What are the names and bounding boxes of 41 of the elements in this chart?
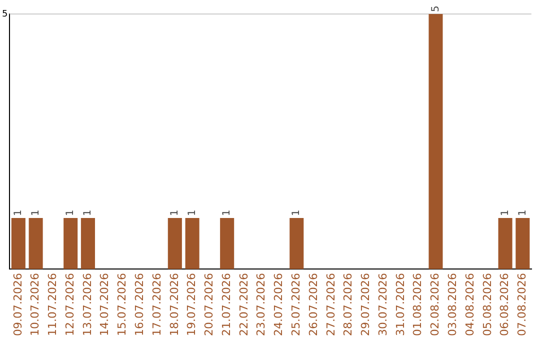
x-tick-label: 09.07.2026 [11,273,24,336]
x-tick-label: 13.07.2026 [80,273,94,336]
x-tick-label: 16.07.2026 [132,273,146,336]
data-label: 1 [13,210,24,216]
data-label: 1 [170,210,181,216]
x-tick-label: 12.07.2026 [63,273,76,336]
x-tick-label: 05.08.2026 [480,273,494,336]
data-label: 1 [186,210,198,216]
x-tick-label: 27.07.2026 [324,273,338,336]
x-tick-label: 19.07.2026 [185,273,198,336]
x-tick-label: 11.07.2026 [46,273,60,336]
x-tick-label: 07.08.2026 [516,273,529,336]
x-tick-label: 30.07.2026 [376,273,390,336]
x-tick-label: 14.07.2026 [98,273,112,336]
x-tick-label: 03.08.2026 [446,273,459,336]
x-tick-label: 04.08.2026 [463,273,476,336]
x-tick-label: 21.07.2026 [220,273,233,336]
data-label: 1 [517,210,528,216]
x-tick-label: 18.07.2026 [168,273,181,336]
x-tick-label: 15.07.2026 [116,273,129,336]
data-label: 1 [222,210,233,216]
x-tick-label: 17.07.2026 [150,273,164,336]
data-label: 1 [65,210,76,216]
data-label: 1 [291,210,302,216]
data-label: 1 [500,210,511,216]
x-tick-label: 20.07.2026 [202,273,216,336]
data-label: 1 [30,210,42,216]
x-tick-label: 31.07.2026 [394,273,407,336]
x-tick-label: 22.07.2026 [237,273,250,336]
x-tick-label: 06.08.2026 [498,273,512,336]
x-tick-label: 01.08.2026 [411,273,424,336]
x-tick-label: 28.07.2026 [342,273,355,336]
x-tick-label: 29.07.2026 [359,273,372,336]
x-tick-label: 24.07.2026 [272,273,286,336]
data-label: 1 [82,210,94,216]
x-tick-label: 10.07.2026 [28,273,42,336]
x-tick-label: 26.07.2026 [306,273,320,336]
x-tick-label: 02.08.2026 [428,273,442,336]
x-tick-label: 25.07.2026 [289,273,302,336]
data-label: 5 [430,6,442,12]
x-tick-label: 23.07.2026 [254,273,268,336]
